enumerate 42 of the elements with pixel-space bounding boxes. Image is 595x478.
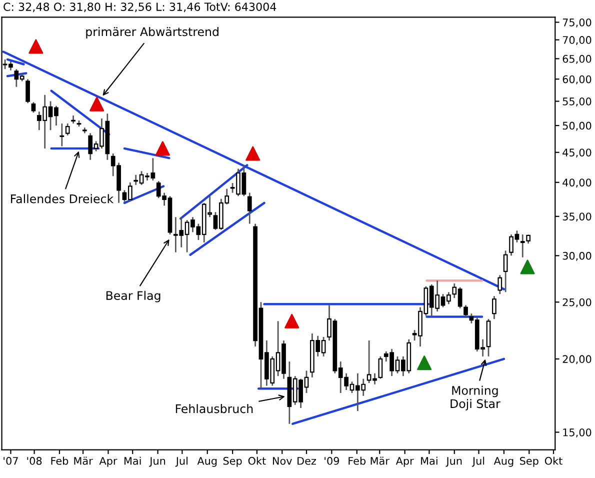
y-tick-label: 55,00	[562, 97, 592, 106]
x-tick-label: '07	[4, 456, 18, 465]
x-tick-label: Mai	[124, 456, 141, 465]
x-tick-label: '09	[324, 456, 340, 465]
annotation: Fehlausbruch	[176, 404, 253, 414]
x-tick-label: Apr	[396, 457, 414, 467]
x-tick-label: Jun	[149, 457, 166, 467]
x-tick-label: Mär	[370, 456, 390, 465]
y-tick-label: 20,00	[562, 355, 592, 364]
x-tick-label: Aug	[494, 457, 514, 467]
x-tick-label: Jul	[472, 456, 484, 467]
x-tick-label: Mai	[421, 456, 438, 465]
y-tick-label: 30,00	[562, 252, 592, 261]
x-tick-label: Apr	[99, 457, 118, 467]
x-tick-label: Sep	[520, 456, 538, 467]
annotation: Fallendes Dreieck	[11, 194, 114, 204]
x-tick-label: Feb	[51, 456, 68, 465]
x-tick-label: Jun	[446, 457, 462, 467]
y-tick-label: 65,00	[562, 54, 592, 64]
y-tick-label: 50,00	[562, 122, 592, 131]
chart-title: C: 32,48 O: 31,80 H: 32,56 L: 31,46 TotV: 643004	[4, 2, 276, 12]
annotation: primärer Abwärtstrend	[86, 27, 218, 38]
y-tick-label: 60,00	[562, 75, 592, 84]
y-tick-label: 25,00	[562, 298, 592, 308]
x-tick-label: Aug	[197, 457, 217, 467]
x-tick-label: Dez	[298, 457, 316, 465]
x-tick-label: Sep	[223, 456, 242, 467]
x-tick-label: Feb	[348, 456, 366, 465]
annotation: Bear Flag	[106, 290, 160, 302]
y-tick-label: 75,00	[562, 18, 592, 28]
y-tick-label: 45,00	[562, 148, 592, 158]
x-tick-label: Okt	[248, 456, 266, 465]
x-tick-label: Okt	[544, 456, 562, 465]
y-tick-label: 70,00	[562, 36, 592, 45]
y-tick-label: 40,00	[562, 178, 592, 188]
annotation: Morning Doji Star	[450, 386, 500, 410]
x-tick-label: Jul	[175, 456, 188, 467]
y-tick-label: 15,00	[563, 428, 592, 438]
x-tick-label: '08	[27, 456, 42, 465]
x-tick-label: Mär	[74, 456, 93, 465]
y-tick-label: 35,00	[562, 212, 592, 222]
x-tick-label: Nov	[272, 457, 292, 465]
